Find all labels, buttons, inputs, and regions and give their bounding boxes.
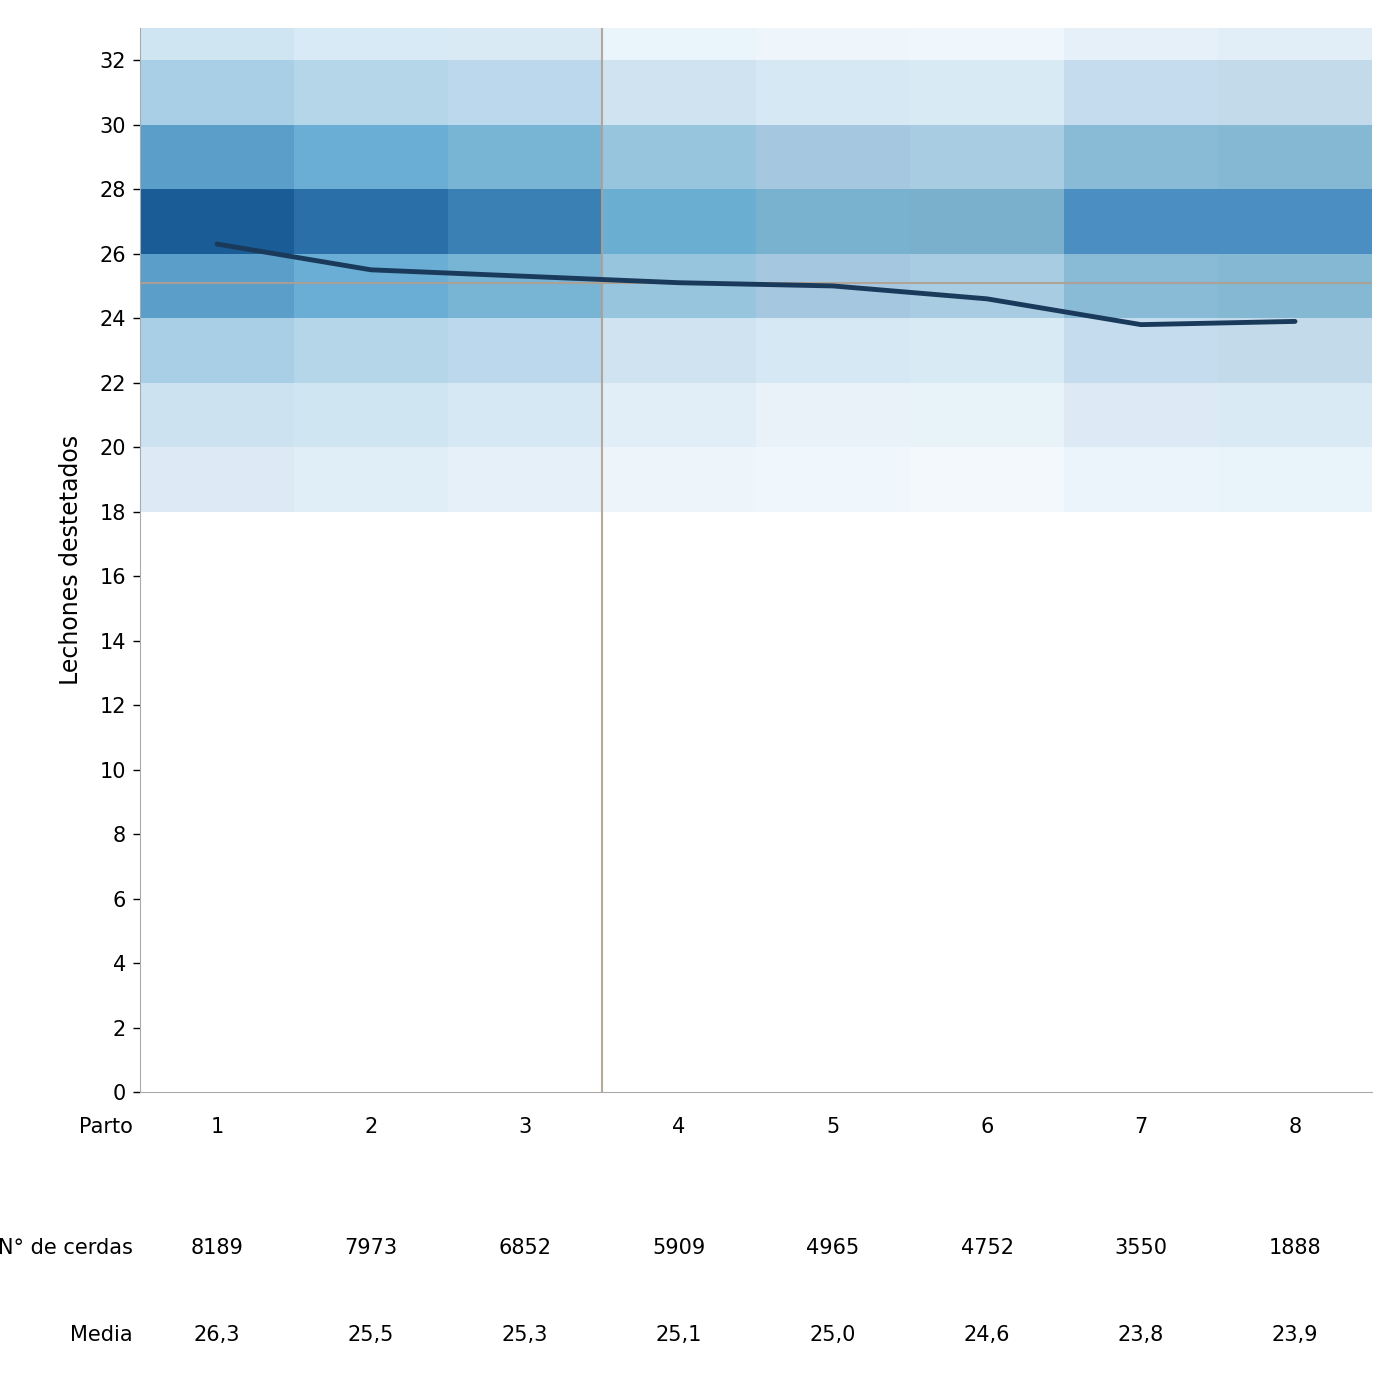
- Text: 26,3: 26,3: [193, 1326, 241, 1345]
- Text: 23,8: 23,8: [1117, 1326, 1165, 1345]
- Text: 6852: 6852: [498, 1238, 552, 1259]
- Text: 6: 6: [980, 1117, 994, 1137]
- Text: 4: 4: [672, 1117, 686, 1137]
- Text: Media: Media: [70, 1326, 133, 1345]
- Text: 4752: 4752: [960, 1238, 1014, 1259]
- Text: 23,9: 23,9: [1271, 1326, 1319, 1345]
- Text: Parto: Parto: [80, 1117, 133, 1137]
- Text: 25,3: 25,3: [501, 1326, 549, 1345]
- Text: 25,5: 25,5: [347, 1326, 395, 1345]
- Text: 3550: 3550: [1114, 1238, 1168, 1259]
- Text: 1888: 1888: [1268, 1238, 1322, 1259]
- Text: 2: 2: [364, 1117, 378, 1137]
- Text: 1: 1: [210, 1117, 224, 1137]
- Text: 24,6: 24,6: [963, 1326, 1011, 1345]
- Text: 25,1: 25,1: [655, 1326, 703, 1345]
- Text: 4965: 4965: [806, 1238, 860, 1259]
- Text: 3: 3: [518, 1117, 532, 1137]
- Text: 25,0: 25,0: [809, 1326, 857, 1345]
- Text: 8189: 8189: [190, 1238, 244, 1259]
- Text: 5909: 5909: [652, 1238, 706, 1259]
- Text: 8: 8: [1288, 1117, 1302, 1137]
- Y-axis label: Lechones destetados: Lechones destetados: [59, 435, 83, 685]
- Text: 7: 7: [1134, 1117, 1148, 1137]
- Text: N° de cerdas: N° de cerdas: [0, 1238, 133, 1259]
- Text: 7973: 7973: [344, 1238, 398, 1259]
- Text: 5: 5: [826, 1117, 840, 1137]
